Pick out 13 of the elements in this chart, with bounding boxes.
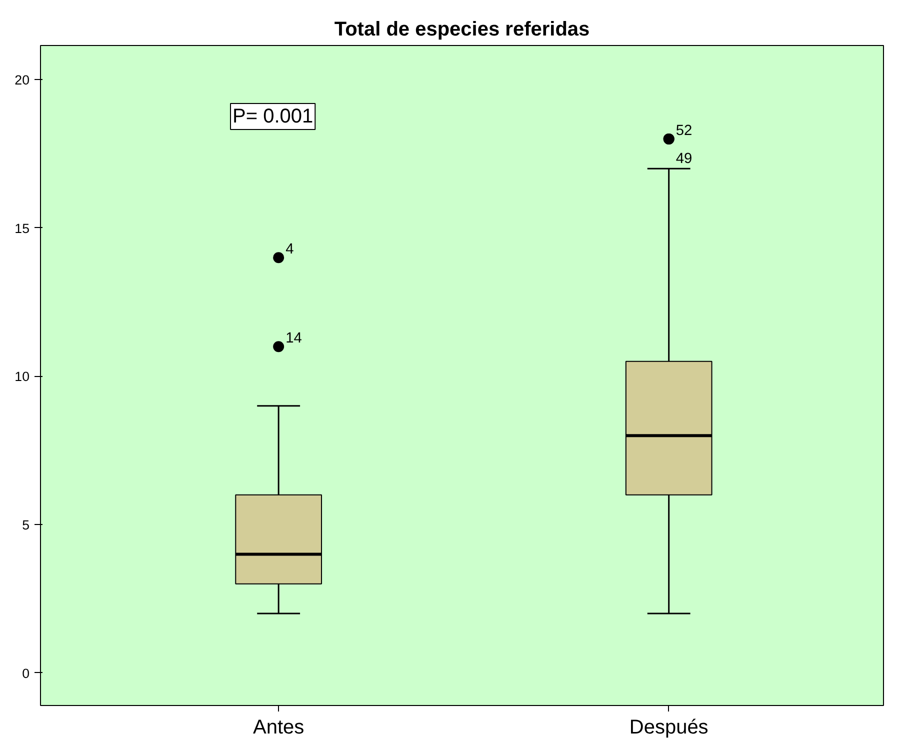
y-tick-label: 10 xyxy=(14,369,30,384)
annotation: P= 0.001 xyxy=(232,106,314,128)
y-tick-label: 0 xyxy=(22,666,30,681)
chart-title: Total de especies referidas xyxy=(334,18,590,40)
x-tick-label: Después xyxy=(629,716,708,738)
y-tick-label: 20 xyxy=(14,72,30,88)
y-tick-label: 5 xyxy=(22,518,30,533)
annotation: 14 xyxy=(286,330,302,347)
annotation: 52 xyxy=(676,122,692,139)
annotation: 4 xyxy=(286,242,294,258)
annotation: 49 xyxy=(676,150,692,167)
y-tick-label: 15 xyxy=(14,220,30,236)
x-tick-label: Antes xyxy=(253,716,304,738)
